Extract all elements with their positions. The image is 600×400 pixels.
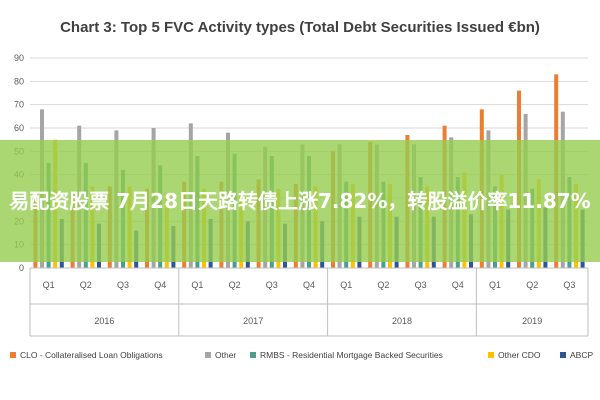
x-tick-label: Q4 [303,280,315,290]
y-tick-label: 0 [19,263,24,273]
x-tick-label: Q2 [80,280,92,290]
legend-label: CLO - Collateralised Loan Obligations [20,350,163,360]
x-axis: Q1 Q2 Q3 Q4 Q1 Q2 Q3 Q4 Q1 Q2 Q3 Q4 Q1 Q2 Q3 2016 2017 20… [29,267,589,337]
legend-label: Other CDO [498,350,541,360]
x-tick-label: Q3 [117,280,129,290]
overlay-text: 易配资股票 7月28日天路转债上涨7.82%，转股溢价率11.87% [9,189,591,213]
legend: CLO - Collateralised Loan Obligations Oth… [10,350,593,360]
x-tick-label: Q4 [154,280,166,290]
x-tick-label: Q1 [340,280,352,290]
y-tick-label: 90 [14,53,24,63]
y-tick-label: 80 [14,76,24,86]
y-tick-label: 70 [14,100,24,110]
legend-swatch [488,352,494,358]
legend-label: Other [215,350,236,360]
x-tick-label: Q1 [43,280,55,290]
overlay-banner: 易配资股票 7月28日天路转债上涨7.82%，转股溢价率11.87% [0,140,600,262]
x-tick-label: Q1 [489,280,501,290]
legend-label: RMBS - Residential Mortgage Backed Secur… [260,350,443,360]
x-tick-label: Q3 [415,280,427,290]
legend-swatch [10,352,16,358]
x-group-label: 2017 [243,316,263,326]
y-tick-label: 60 [14,123,24,133]
x-tick-label: Q4 [452,280,464,290]
x-group-label: 2018 [392,316,412,326]
x-tick-label: Q2 [229,280,241,290]
legend-swatch [250,352,256,358]
x-group-label: 2019 [522,316,542,326]
x-tick-label: Q3 [266,280,278,290]
legend-swatch [560,352,566,358]
chart-title: Chart 3: Top 5 FVC Activity types (Total… [60,19,540,36]
x-tick-label: Q2 [526,280,538,290]
x-tick-label: Q1 [191,280,203,290]
x-group-label: 2016 [94,316,114,326]
x-tick-label: Q2 [377,280,389,290]
x-tick-label: Q3 [563,280,575,290]
legend-swatch [205,352,211,358]
legend-label: ABCP [570,350,593,360]
